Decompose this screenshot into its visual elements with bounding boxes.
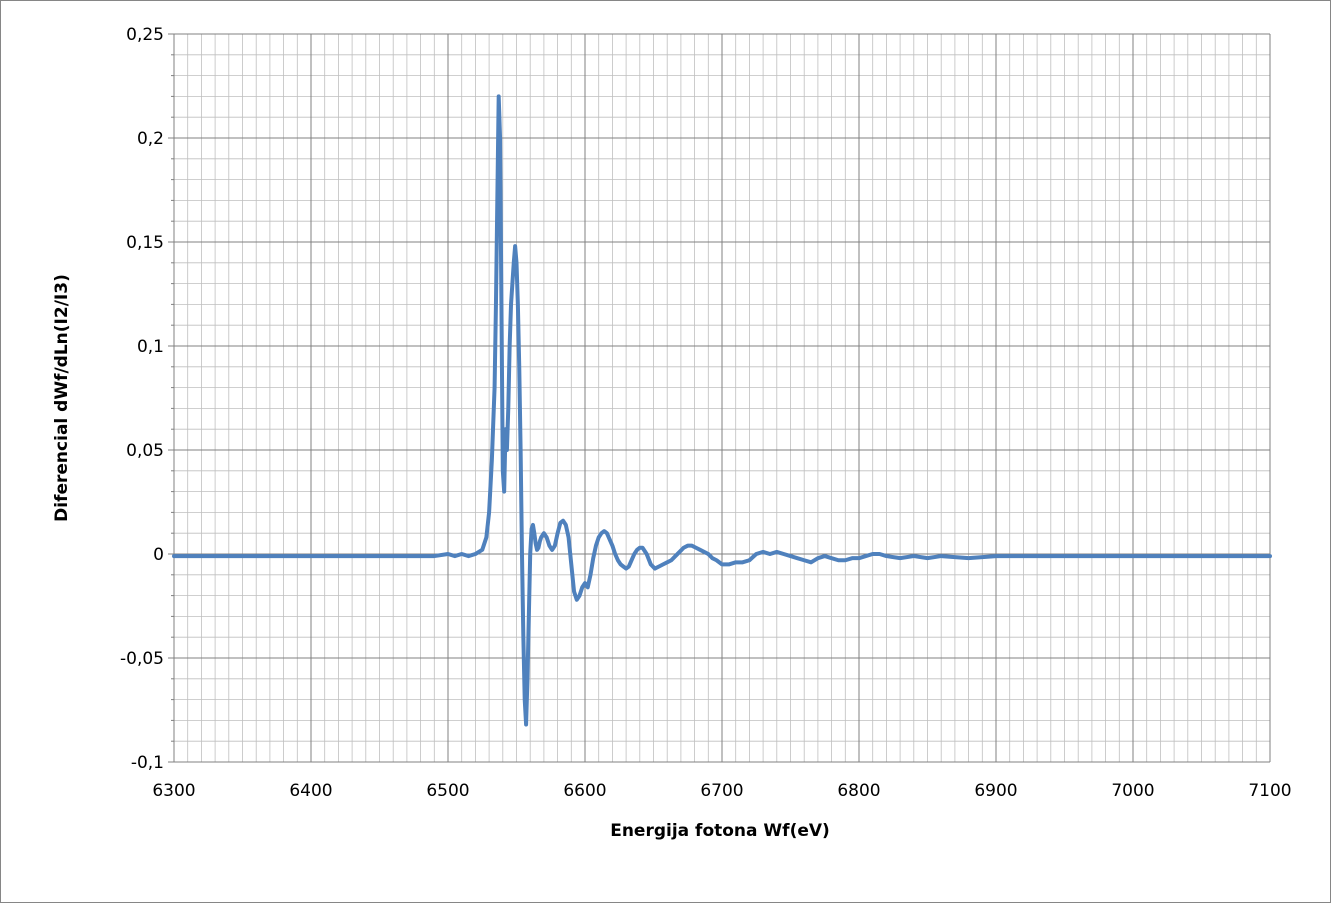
y-tick-label: 0	[153, 545, 164, 565]
x-tick-label: 7000	[1111, 781, 1154, 801]
x-tick-labels: 6300 6400 6500 6600 6700 6800 6900 7000 7100	[152, 781, 1291, 801]
x-tick-label: 6400	[289, 781, 332, 801]
x-tick-label: 7100	[1248, 781, 1291, 801]
y-tick-labels: -0,1 -0,05 0 0,05 0,1 0,15 0,2 0,25	[120, 25, 164, 773]
x-tick-label: 6900	[974, 781, 1017, 801]
x-tick-label: 6800	[837, 781, 880, 801]
x-tick-label: 6300	[152, 781, 195, 801]
y-tick-label: -0,05	[120, 649, 164, 669]
y-tick-label: 0,15	[126, 233, 164, 253]
series-layer	[172, 94, 1272, 727]
x-tick-label: 6700	[700, 781, 743, 801]
x-tick-label: 6600	[563, 781, 606, 801]
x-axis-title: Energija fotona Wf(eV)	[610, 821, 830, 841]
y-tick-label: 0,05	[126, 441, 164, 461]
x-tick-label: 6500	[426, 781, 469, 801]
axis-lines	[168, 33, 175, 763]
series-line-1	[172, 94, 1272, 727]
y-tick-label: -0,1	[131, 753, 164, 773]
major-grid	[173, 33, 1271, 763]
y-tick-label: 0,2	[137, 129, 164, 149]
y-axis-title: Diferencial dWf/dLn(I2/I3)	[52, 274, 72, 522]
y-tick-label: 0,1	[137, 337, 164, 357]
y-tick-label: 0,25	[126, 25, 164, 45]
